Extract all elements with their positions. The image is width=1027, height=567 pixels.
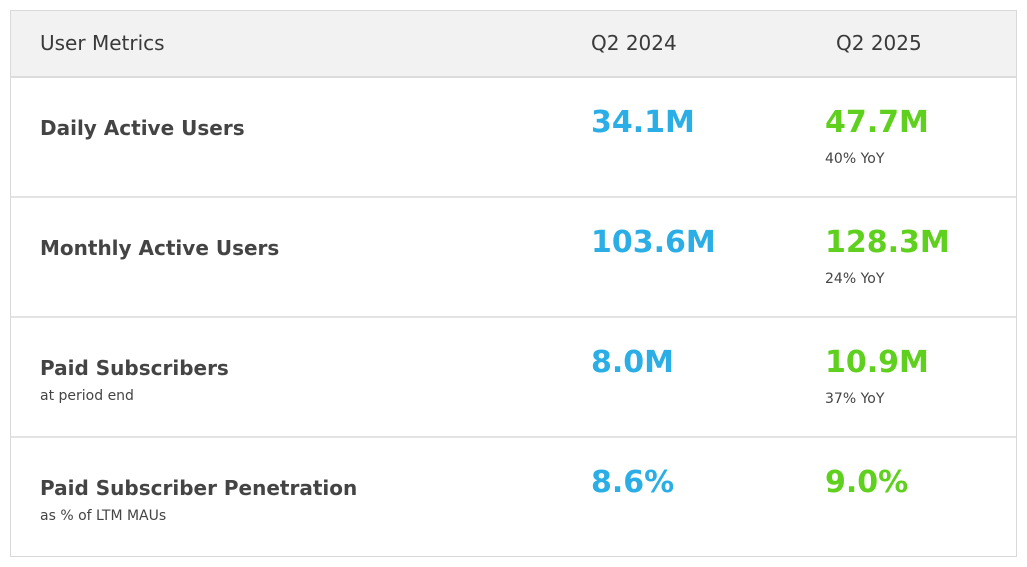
yoy-growth: 40% YoY	[825, 151, 885, 167]
value-q2-2025: 128.3M	[825, 225, 950, 260]
header-column-q2-2024: Q2 2024	[591, 31, 677, 55]
table-header: User Metrics Q2 2024 Q2 2025	[11, 11, 1016, 78]
row-sublabel: as % of LTM MAUs	[40, 508, 167, 524]
table-row-paid-subscriber-penetration: Paid Subscriber Penetration as % of LTM …	[11, 438, 1016, 558]
header-metric-label: User Metrics	[40, 31, 165, 55]
yoy-growth: 37% YoY	[825, 391, 885, 407]
value-q2-2025: 10.9M	[825, 345, 929, 380]
value-q2-2024: 8.6%	[591, 465, 675, 500]
header-column-q2-2025: Q2 2025	[836, 31, 922, 55]
user-metrics-table: User Metrics Q2 2024 Q2 2025 Daily Activ…	[10, 10, 1017, 557]
table-row-paid-subscribers: Paid Subscribers at period end 8.0M 10.9…	[11, 318, 1016, 438]
row-label: Daily Active Users	[40, 116, 245, 140]
value-q2-2025: 9.0%	[825, 465, 909, 500]
yoy-growth: 24% YoY	[825, 271, 885, 287]
table-row-daily-active-users: Daily Active Users 34.1M 47.7M 40% YoY	[11, 78, 1016, 198]
value-q2-2025: 47.7M	[825, 105, 929, 140]
table-row-monthly-active-users: Monthly Active Users 103.6M 128.3M 24% Y…	[11, 198, 1016, 318]
row-sublabel: at period end	[40, 388, 134, 404]
row-label: Monthly Active Users	[40, 236, 280, 260]
value-q2-2024: 34.1M	[591, 105, 695, 140]
value-q2-2024: 103.6M	[591, 225, 716, 260]
value-q2-2024: 8.0M	[591, 345, 674, 380]
row-label: Paid Subscriber Penetration	[40, 476, 358, 500]
row-label: Paid Subscribers	[40, 356, 229, 380]
